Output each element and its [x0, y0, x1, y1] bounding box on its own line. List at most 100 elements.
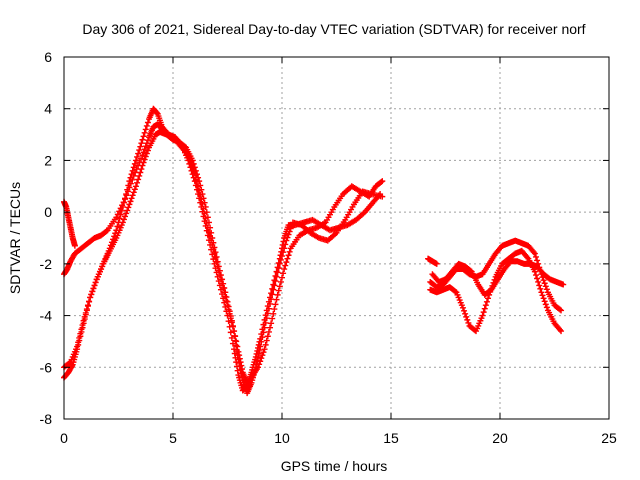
data-point	[259, 352, 266, 359]
data-point	[254, 357, 261, 364]
data-point	[215, 263, 222, 270]
data-point	[236, 352, 243, 359]
x-tick-label: 5	[169, 430, 177, 446]
data-point	[203, 209, 210, 216]
data-point	[269, 315, 276, 322]
data-point	[259, 334, 266, 341]
data-point	[531, 250, 538, 257]
data-point	[237, 359, 244, 366]
data-points	[61, 105, 567, 397]
data-point	[270, 281, 277, 288]
data-point	[233, 338, 240, 345]
data-point	[281, 245, 288, 252]
data-point	[197, 182, 204, 189]
data-point	[560, 281, 567, 288]
data-point	[462, 310, 469, 317]
data-point	[196, 178, 203, 185]
data-point	[219, 276, 226, 283]
data-point	[481, 305, 488, 312]
data-point	[154, 110, 161, 117]
data-point	[201, 199, 208, 206]
data-point	[211, 250, 218, 257]
data-point	[286, 228, 293, 235]
data-point	[379, 178, 386, 185]
data-point	[200, 195, 207, 202]
data-point	[260, 329, 267, 336]
data-point	[279, 274, 285, 281]
data-point	[89, 288, 96, 295]
data-point	[524, 254, 531, 261]
data-point	[540, 277, 547, 284]
data-point	[286, 248, 293, 255]
data-point	[221, 284, 228, 291]
data-point	[532, 272, 539, 279]
data-point	[128, 195, 135, 202]
data-point	[483, 298, 490, 305]
data-point	[281, 266, 288, 273]
data-point	[190, 160, 197, 167]
data-point	[274, 291, 281, 298]
data-point	[141, 146, 148, 153]
data-point	[139, 136, 146, 143]
data-point	[264, 333, 271, 340]
data-point	[280, 270, 287, 277]
data-point	[84, 302, 91, 309]
data-point	[534, 275, 541, 282]
data-point	[263, 337, 270, 344]
data-point	[119, 219, 126, 226]
data-point	[536, 282, 543, 289]
data-point	[229, 340, 236, 347]
data-point	[138, 155, 145, 162]
data-point	[274, 264, 281, 271]
data-point	[379, 193, 386, 200]
data-point	[255, 353, 262, 360]
data-point	[282, 262, 289, 269]
data-point	[68, 362, 75, 369]
y-tick-label: 4	[44, 101, 52, 117]
data-point	[227, 313, 234, 320]
data-point	[539, 292, 546, 299]
data-point	[229, 322, 236, 329]
data-point	[118, 207, 125, 214]
data-point	[225, 303, 232, 310]
data-point	[541, 298, 548, 305]
data-point	[207, 224, 214, 231]
data-point	[542, 283, 549, 290]
y-axis-label: SDTVAR / TECUs	[7, 182, 23, 294]
data-point	[285, 231, 292, 238]
data-point	[272, 278, 279, 285]
data-point	[140, 159, 147, 166]
data-point	[127, 174, 134, 181]
chart-title: Day 306 of 2021, Sidereal Day-to-day VTE…	[82, 21, 585, 37]
data-point	[125, 182, 132, 189]
data-point	[205, 219, 212, 226]
data-point	[120, 216, 127, 223]
data-point	[273, 273, 280, 280]
data-point	[480, 309, 487, 316]
data-point	[264, 310, 271, 317]
data-point	[275, 287, 282, 294]
data-point	[540, 295, 547, 302]
data-point	[280, 238, 287, 245]
data-point	[124, 207, 131, 214]
data-point	[220, 280, 227, 287]
data-point	[459, 304, 466, 311]
data-point	[258, 338, 265, 345]
data-point	[228, 317, 235, 324]
data-point	[255, 364, 262, 371]
data-point	[543, 304, 550, 311]
plot-frame	[63, 56, 610, 420]
data-point	[120, 199, 127, 206]
data-point	[92, 279, 99, 286]
data-point	[135, 176, 142, 183]
data-point	[131, 186, 138, 193]
data-point	[262, 319, 269, 326]
data-point	[128, 171, 135, 178]
data-point	[231, 350, 238, 357]
data-point	[202, 203, 209, 210]
data-point	[77, 330, 84, 337]
data-point	[276, 260, 283, 267]
data-point	[234, 367, 241, 374]
data-point	[131, 160, 138, 167]
data-point	[223, 294, 230, 301]
